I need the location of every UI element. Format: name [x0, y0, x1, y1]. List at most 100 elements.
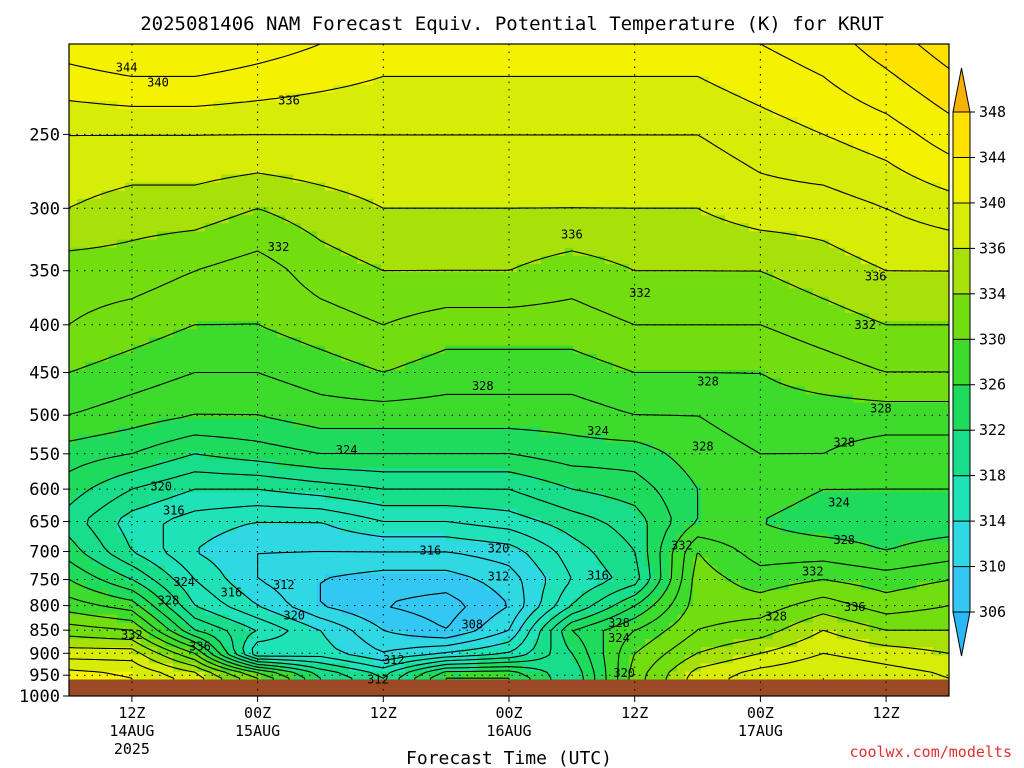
heat-cell [197, 76, 206, 86]
heat-cell [245, 402, 254, 412]
heat-cell [205, 345, 214, 355]
heat-cell [213, 76, 222, 86]
heat-cell [805, 239, 814, 249]
heat-cell [669, 133, 678, 143]
heat-cell [309, 149, 318, 159]
heat-cell [773, 76, 782, 86]
heat-cell [157, 247, 166, 257]
heat-cell [341, 280, 350, 290]
heat-cell [549, 166, 558, 175]
heat-cell [77, 386, 86, 396]
heat-cell [789, 141, 798, 151]
heat-cell [341, 182, 350, 192]
heat-cell [701, 329, 710, 338]
heat-cell [821, 125, 830, 135]
heat-cell [109, 92, 118, 102]
heat-cell [781, 198, 790, 208]
heat-cell [813, 329, 822, 338]
heat-cell [525, 255, 534, 265]
heat-cell [445, 44, 454, 53]
heat-cell [789, 370, 798, 379]
heat-cell [277, 264, 286, 273]
heat-cell [469, 68, 478, 78]
heat-cell [741, 247, 750, 257]
heat-cell [653, 272, 662, 281]
heat-cell [333, 402, 342, 412]
heat-cell [69, 361, 78, 371]
heat-cell [205, 60, 214, 70]
heat-cell [813, 288, 822, 298]
heat-cell [541, 190, 550, 200]
heat-cell [413, 370, 422, 379]
heat-cell [701, 68, 710, 78]
heat-cell [373, 272, 382, 281]
heat-cell [653, 60, 662, 70]
heat-cell [645, 264, 654, 273]
heat-cell [733, 345, 742, 355]
heat-cell [317, 44, 326, 53]
heat-cell [429, 239, 438, 249]
heat-cell [517, 101, 526, 110]
heat-cell [733, 402, 742, 412]
heat-cell [717, 92, 726, 102]
heat-cell [365, 353, 374, 363]
heat-cell [333, 190, 342, 200]
heat-cell [357, 174, 366, 184]
heat-cell [869, 141, 878, 151]
heat-cell [125, 231, 134, 241]
heat-cell [365, 337, 374, 347]
heat-cell [101, 394, 110, 404]
heat-cell [565, 182, 574, 192]
heat-cell [837, 312, 846, 322]
heat-cell [365, 272, 374, 281]
heat-cell [869, 361, 878, 371]
heat-cell [69, 353, 78, 363]
heat-cell [661, 141, 670, 151]
heat-cell [533, 68, 542, 78]
heat-cell [245, 101, 254, 110]
heat-cell [589, 288, 598, 298]
heat-cell [69, 264, 78, 273]
heat-cell [173, 223, 182, 233]
heat-cell [341, 215, 350, 224]
heat-cell [509, 370, 518, 379]
heat-cell [421, 60, 430, 70]
heat-cell [429, 353, 438, 363]
heat-cell [917, 207, 926, 216]
heat-cell [325, 198, 334, 208]
heat-cell [661, 272, 670, 281]
heat-cell [117, 84, 126, 94]
heat-cell [373, 304, 382, 314]
heat-cell [605, 239, 614, 249]
heat-cell [101, 174, 110, 184]
heat-cell [741, 296, 750, 306]
heat-cell [157, 198, 166, 208]
heat-cell [237, 133, 246, 143]
heat-cell [69, 149, 78, 159]
heat-cell [717, 231, 726, 241]
heat-cell [189, 353, 198, 363]
heat-cell [237, 84, 246, 94]
heat-cell [461, 117, 470, 127]
heat-cell [229, 198, 238, 208]
heat-cell [453, 264, 462, 273]
heat-cell [573, 174, 582, 184]
heat-cell [125, 288, 134, 298]
heat-cell [189, 304, 198, 314]
heat-cell [749, 329, 758, 338]
heat-cell [309, 402, 318, 412]
heat-cell [157, 207, 166, 216]
heat-cell [437, 166, 446, 175]
heat-cell [805, 353, 814, 363]
heat-cell [109, 353, 118, 363]
heat-cell [181, 410, 190, 420]
heat-cell [349, 109, 358, 118]
heat-cell [821, 231, 830, 241]
heat-cell [629, 255, 638, 265]
heat-cell [277, 84, 286, 94]
heat-cell [501, 141, 510, 151]
heat-cell [149, 182, 158, 192]
heat-cell [333, 239, 342, 249]
heat-cell [909, 190, 918, 200]
heat-cell [765, 378, 774, 387]
